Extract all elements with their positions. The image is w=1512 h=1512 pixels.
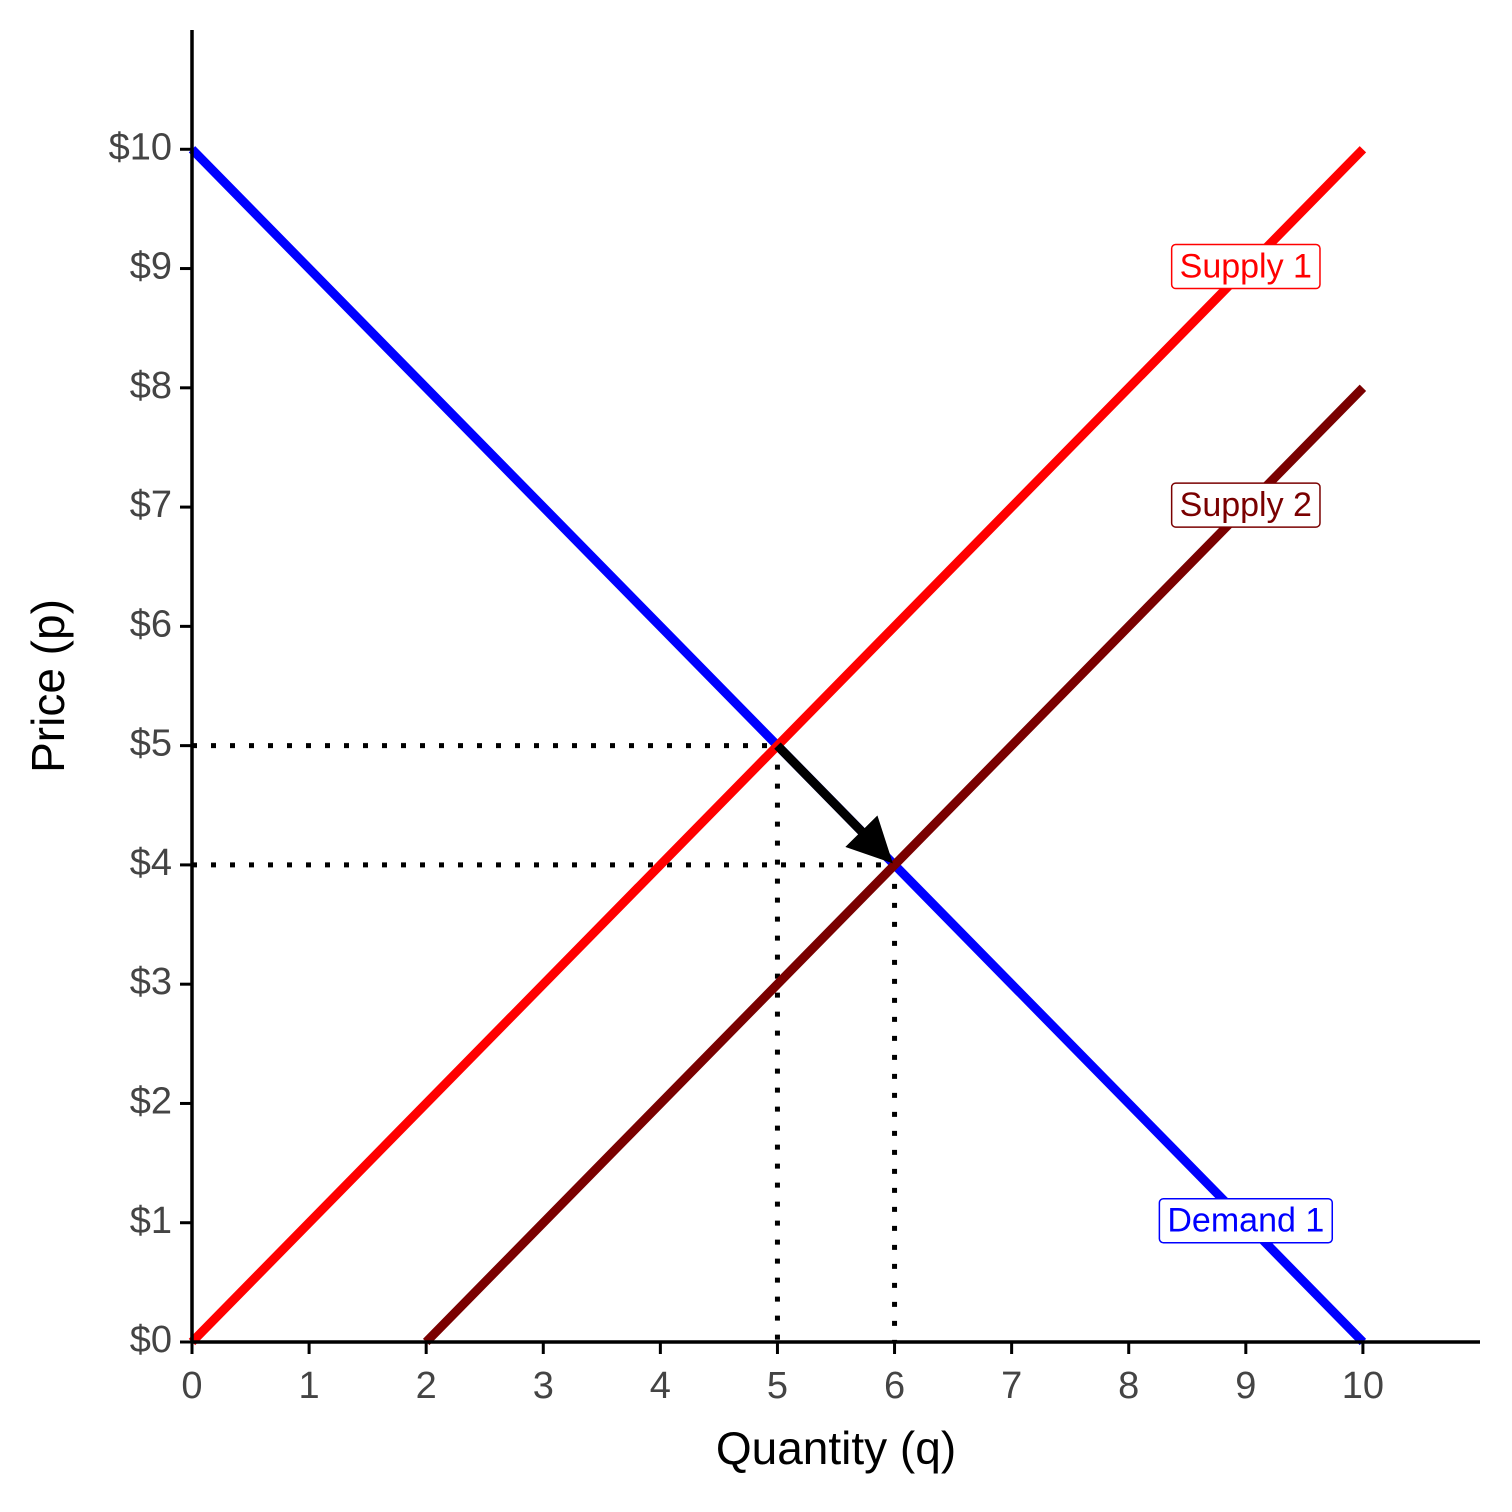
y-tick-label: $7 (130, 484, 172, 526)
y-tick-label: $10 (109, 126, 172, 168)
y-tick-label: $2 (130, 1080, 172, 1122)
shift-arrow (774, 742, 893, 864)
label-box (1170, 243, 1321, 290)
x-tick-label: 3 (533, 1365, 554, 1407)
x-tick-label: 0 (181, 1365, 202, 1407)
x-tick-label: 5 (767, 1365, 788, 1407)
series-label: Supply 2 (1170, 482, 1321, 528)
y-tick-label: $3 (130, 961, 172, 1003)
x-tick-label: 4 (650, 1365, 671, 1407)
x-tick-label: 2 (416, 1365, 437, 1407)
label-text: Supply 1 (1180, 248, 1312, 286)
y-tick-label: $9 (130, 246, 172, 288)
y-axis-title: Price (p) (22, 599, 74, 773)
label-box (1158, 1197, 1334, 1244)
x-tick-label: 7 (1001, 1365, 1022, 1407)
x-tick-label: 10 (1342, 1365, 1384, 1407)
label-box (1170, 482, 1321, 528)
x-tick-label: 9 (1235, 1365, 1256, 1407)
x-tick-label: 6 (884, 1365, 905, 1407)
x-tick-label: 8 (1118, 1365, 1139, 1407)
y-tick-label: $0 (130, 1319, 172, 1361)
series-label: Demand 1 (1158, 1197, 1334, 1244)
x-tick-label: 1 (299, 1365, 320, 1407)
y-tick-label: $4 (130, 842, 172, 884)
label-text: Demand 1 (1167, 1202, 1324, 1240)
label-text: Supply 2 (1180, 486, 1312, 524)
line (422, 384, 1367, 1346)
y-tick-label: $8 (130, 365, 172, 407)
y-tick-label: $1 (130, 1200, 172, 1242)
y-tick-label: $5 (130, 723, 172, 765)
series-label: Supply 1 (1170, 243, 1321, 290)
x-axis-title: Quantity (q) (716, 1422, 956, 1474)
y-tick-label: $6 (130, 603, 172, 645)
